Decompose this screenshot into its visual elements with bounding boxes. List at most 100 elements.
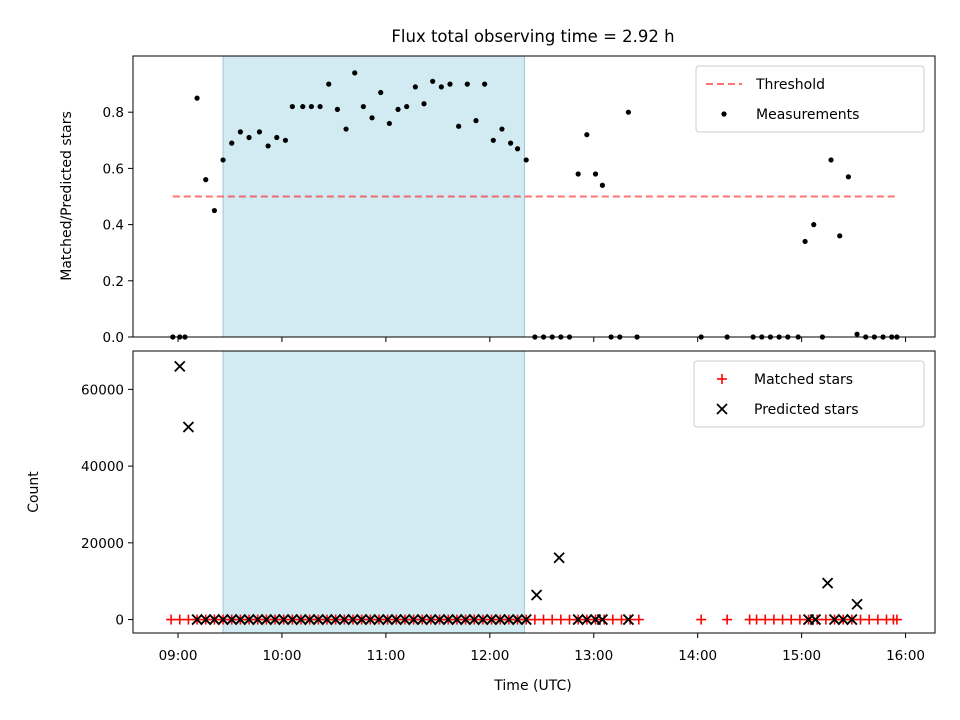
measurement-point [464, 81, 470, 87]
predicted-star-point [433, 613, 446, 626]
bottom-y-tick-label: 60000 [81, 382, 124, 398]
predicted-star-point [252, 613, 264, 626]
matched-star-point [855, 614, 866, 625]
legend-label: Predicted stars [754, 402, 859, 418]
measurements-panel: 0.0 0.2 0.4 0.6 0.8 Threshold Measurements [103, 55, 936, 346]
measurement-point [828, 157, 834, 163]
measurement-point [360, 103, 366, 110]
predicted-star-point [416, 613, 428, 626]
legend-matched-swatch [717, 374, 727, 384]
measurement-point [811, 222, 817, 228]
measurement-point [854, 331, 860, 337]
x-tick-label: 15:00 [782, 648, 821, 664]
measurement-point [845, 174, 851, 180]
x-axis-label: Time (UTC) [493, 678, 571, 694]
predicted-star-point [477, 613, 489, 626]
legend-box [695, 65, 925, 133]
top-y-axis-label: Matched/Predicted stars [59, 111, 75, 281]
matched-star-point [768, 614, 779, 625]
x-tick-label: 11:00 [366, 648, 405, 664]
legend-label: Measurements [756, 107, 859, 123]
chart-title: Flux total observing time = 2.92 h [391, 27, 674, 46]
predicted-star-point [269, 613, 281, 626]
matched-star-point [760, 614, 771, 625]
measurement-point [456, 123, 462, 129]
bottom-y-tick-label: 0 [115, 613, 124, 629]
predicted-star-point [286, 613, 298, 626]
predicted-star-point [468, 613, 480, 626]
measurement-point [246, 134, 252, 141]
matched-star-point [547, 614, 558, 625]
bottom-y-axis-label: Count [26, 471, 42, 513]
matched-star-point [891, 614, 902, 625]
matched-star-point [599, 614, 610, 625]
predicted-star-point [828, 613, 841, 626]
predicted-star-point [174, 360, 186, 372]
predicted-star-point [364, 613, 376, 626]
measurement-point [289, 103, 295, 110]
measurement-point [369, 115, 375, 121]
legend-box [693, 360, 925, 428]
top-y-tick-label: 0.8 [103, 105, 124, 121]
predicted-star-point [356, 613, 368, 626]
bottom-axes-frame [132, 350, 936, 634]
legend-entry: Matched stars [717, 372, 853, 388]
measurement-point [300, 103, 306, 110]
legend-entry: Measurements [721, 107, 859, 123]
measurement-point [438, 84, 444, 90]
predicted-star-point [347, 613, 359, 626]
matched-star-point [607, 614, 618, 625]
top-y-tick-label: 0.2 [103, 274, 124, 290]
predicted-star-point [581, 613, 593, 626]
matched-star-point [564, 614, 575, 625]
bottom-y-tick-label: 40000 [81, 459, 124, 475]
bottom-legend: Matched stars Predicted stars [693, 360, 925, 428]
predicted-star-point [837, 613, 849, 626]
measurement-point [194, 95, 200, 101]
predicted-star-point [200, 613, 212, 626]
predicted-star-point [451, 613, 463, 626]
predicted-star-point [520, 613, 532, 626]
predicted-star-point [226, 613, 238, 626]
measurement-point [220, 157, 226, 163]
legend-label: Matched stars [754, 372, 853, 388]
matched-star-point [529, 614, 540, 625]
predicted-star-point [407, 613, 420, 626]
predicted-star-point [278, 613, 290, 626]
top-y-tick-label: 0.0 [103, 330, 124, 346]
measurement-point [482, 81, 488, 87]
predicted-star-point [260, 613, 273, 626]
predicted-star-point [530, 589, 543, 601]
measurement-point [203, 177, 209, 183]
matched-star-point [555, 614, 566, 625]
measurement-point [523, 157, 529, 163]
legend-predicted-swatch [716, 403, 728, 415]
matched-star-point [625, 614, 636, 625]
predicted-star-point [846, 613, 858, 626]
measurement-point [837, 233, 843, 239]
predicted-star-point [459, 613, 472, 626]
predicted-star-point [809, 613, 822, 626]
measurement-point [237, 129, 243, 135]
matched-star-point [812, 614, 823, 625]
x-tick-label: 10:00 [263, 648, 302, 664]
predicted-star-point [572, 613, 584, 626]
measurement-point [317, 103, 323, 110]
matched-star-point [174, 614, 185, 625]
predicted-star-point [511, 613, 524, 626]
predicted-star-point [553, 552, 565, 564]
measurement-point [514, 146, 521, 152]
matched-star-point [777, 614, 788, 625]
legend-measurement-swatch [721, 111, 727, 117]
predicted-star-point [399, 613, 411, 626]
predicted-star-point [425, 613, 437, 626]
predicted-star-point [338, 613, 350, 626]
measurement-point [802, 238, 808, 245]
measurement-point [625, 109, 632, 115]
x-tick-label: 16:00 [886, 648, 925, 664]
predicted-star-point [503, 613, 515, 626]
top-y-tick-label: 0.4 [103, 218, 124, 234]
x-tick-label: 13:00 [574, 648, 613, 664]
predicted-star-point [622, 613, 635, 626]
